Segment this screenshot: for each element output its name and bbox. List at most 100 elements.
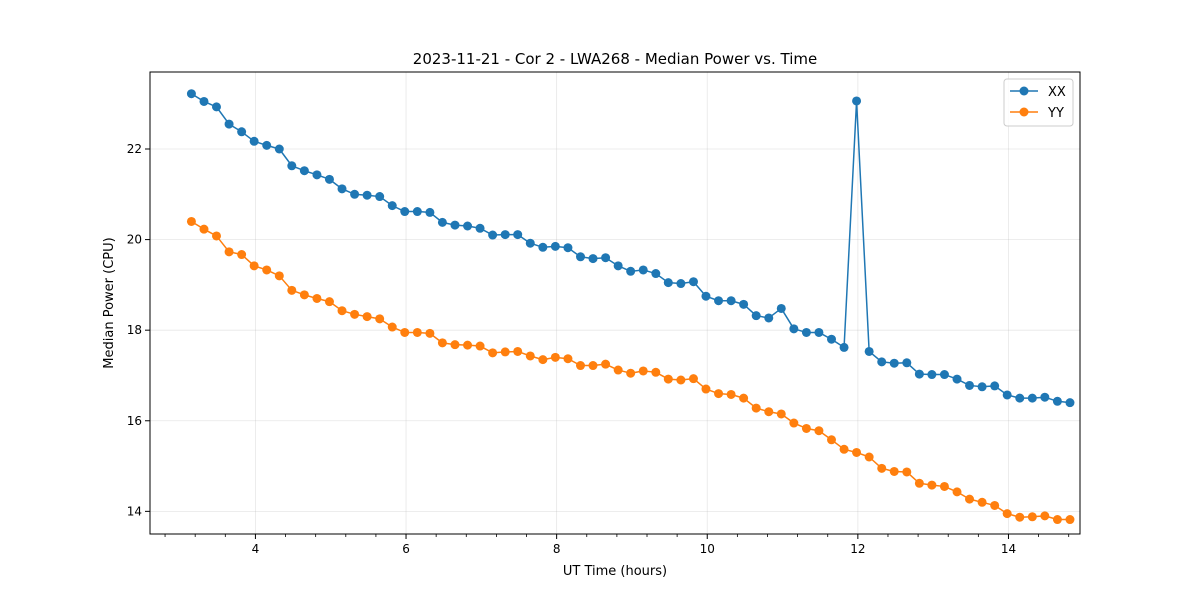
data-point-xx — [375, 192, 385, 202]
data-point-xx — [902, 358, 912, 368]
data-point-xx — [977, 382, 987, 392]
y-tick-label: 16 — [127, 414, 142, 428]
data-point-yy — [626, 368, 636, 378]
data-point-yy — [613, 365, 623, 375]
data-point-xx — [211, 102, 221, 112]
data-point-yy — [488, 348, 498, 358]
data-point-yy — [889, 466, 899, 476]
data-point-yy — [952, 487, 962, 497]
x-axis-label: UT Time (hours) — [563, 564, 667, 579]
data-point-yy — [274, 271, 284, 281]
data-point-xx — [927, 370, 937, 380]
data-point-xx — [525, 238, 535, 248]
legend: XX YY — [1003, 78, 1074, 127]
data-point-yy — [1052, 515, 1062, 525]
data-point-xx — [864, 346, 874, 356]
data-point-yy — [814, 426, 824, 436]
data-point-xx — [776, 303, 786, 313]
data-point-xx — [475, 223, 485, 233]
data-point-yy — [463, 340, 473, 350]
data-point-yy — [525, 351, 535, 361]
data-point-xx — [1052, 396, 1062, 406]
data-point-xx — [852, 96, 862, 106]
data-point-xx — [500, 230, 510, 240]
data-point-yy — [776, 409, 786, 419]
data-point-xx — [450, 220, 460, 230]
data-point-xx — [726, 296, 736, 306]
data-point-yy — [965, 494, 975, 504]
data-point-yy — [1027, 512, 1037, 522]
data-point-yy — [852, 447, 862, 457]
data-point-yy — [914, 478, 924, 488]
x-tick-label: 6 — [402, 542, 410, 556]
data-point-xx — [400, 207, 410, 217]
data-point-yy — [237, 250, 247, 260]
data-point-yy — [739, 393, 749, 403]
data-point-xx — [199, 96, 209, 106]
data-point-yy — [337, 306, 347, 316]
data-point-xx — [550, 241, 560, 251]
data-point-xx — [914, 369, 924, 379]
data-point-yy — [425, 328, 435, 338]
data-point-yy — [550, 352, 560, 362]
y-tick-label: 20 — [127, 233, 142, 247]
data-point-xx — [425, 207, 435, 217]
data-point-xx — [827, 334, 836, 344]
data-point-xx — [688, 277, 698, 287]
data-point-yy — [827, 435, 836, 445]
plot-frame — [149, 71, 1081, 535]
data-point-yy — [651, 367, 661, 377]
data-point-yy — [299, 290, 309, 300]
data-point-yy — [638, 366, 648, 376]
data-point-yy — [500, 347, 510, 357]
data-point-yy — [688, 374, 698, 384]
data-point-xx — [538, 242, 548, 252]
data-point-xx — [801, 327, 811, 337]
data-point-yy — [789, 418, 799, 428]
data-point-xx — [488, 230, 498, 240]
data-point-xx — [274, 144, 284, 154]
data-point-xx — [1040, 392, 1050, 402]
data-point-xx — [1015, 393, 1025, 403]
data-point-xx — [990, 381, 1000, 391]
data-point-xx — [965, 380, 975, 390]
data-point-xx — [789, 324, 799, 334]
data-point-yy — [324, 297, 334, 307]
legend-label-yy: YY — [1047, 106, 1064, 121]
data-point-yy — [538, 355, 548, 365]
data-point-xx — [563, 243, 573, 253]
data-point-yy — [387, 322, 397, 332]
data-point-xx — [764, 313, 774, 323]
data-point-yy — [701, 384, 711, 394]
data-point-xx — [626, 266, 636, 276]
legend-marker-yy — [1019, 107, 1029, 117]
data-point-xx — [362, 190, 372, 200]
data-point-yy — [576, 361, 586, 371]
data-point-yy — [601, 359, 611, 369]
data-point-xx — [324, 174, 334, 184]
data-point-yy — [375, 314, 385, 324]
x-tick-label: 14 — [1001, 542, 1016, 556]
y-axis-label: Median Power (CPU) — [102, 237, 117, 368]
data-point-yy — [563, 354, 573, 364]
y-tick-label: 22 — [127, 142, 142, 156]
data-point-xx — [350, 189, 360, 199]
data-point-xx — [237, 127, 247, 137]
data-point-yy — [186, 216, 196, 226]
data-point-yy — [663, 374, 673, 384]
data-point-xx — [249, 136, 259, 146]
x-tick-label: 8 — [553, 542, 561, 556]
data-point-xx — [814, 327, 824, 337]
data-point-xx — [739, 299, 749, 309]
data-point-xx — [262, 140, 272, 150]
data-point-yy — [764, 407, 774, 417]
data-point-yy — [714, 389, 724, 399]
grid-lines — [150, 72, 1080, 534]
data-point-xx — [1002, 390, 1012, 400]
y-tick-label: 18 — [127, 323, 142, 337]
data-point-yy — [362, 312, 372, 322]
data-point-yy — [400, 327, 410, 337]
data-point-xx — [287, 161, 297, 171]
data-point-xx — [601, 253, 611, 263]
data-point-yy — [939, 481, 949, 491]
